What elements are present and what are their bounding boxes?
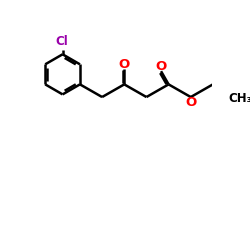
Text: O: O bbox=[156, 60, 167, 73]
Text: O: O bbox=[119, 58, 130, 71]
Text: O: O bbox=[185, 96, 196, 110]
Text: Cl: Cl bbox=[55, 36, 68, 49]
Text: CH₃: CH₃ bbox=[228, 92, 250, 105]
